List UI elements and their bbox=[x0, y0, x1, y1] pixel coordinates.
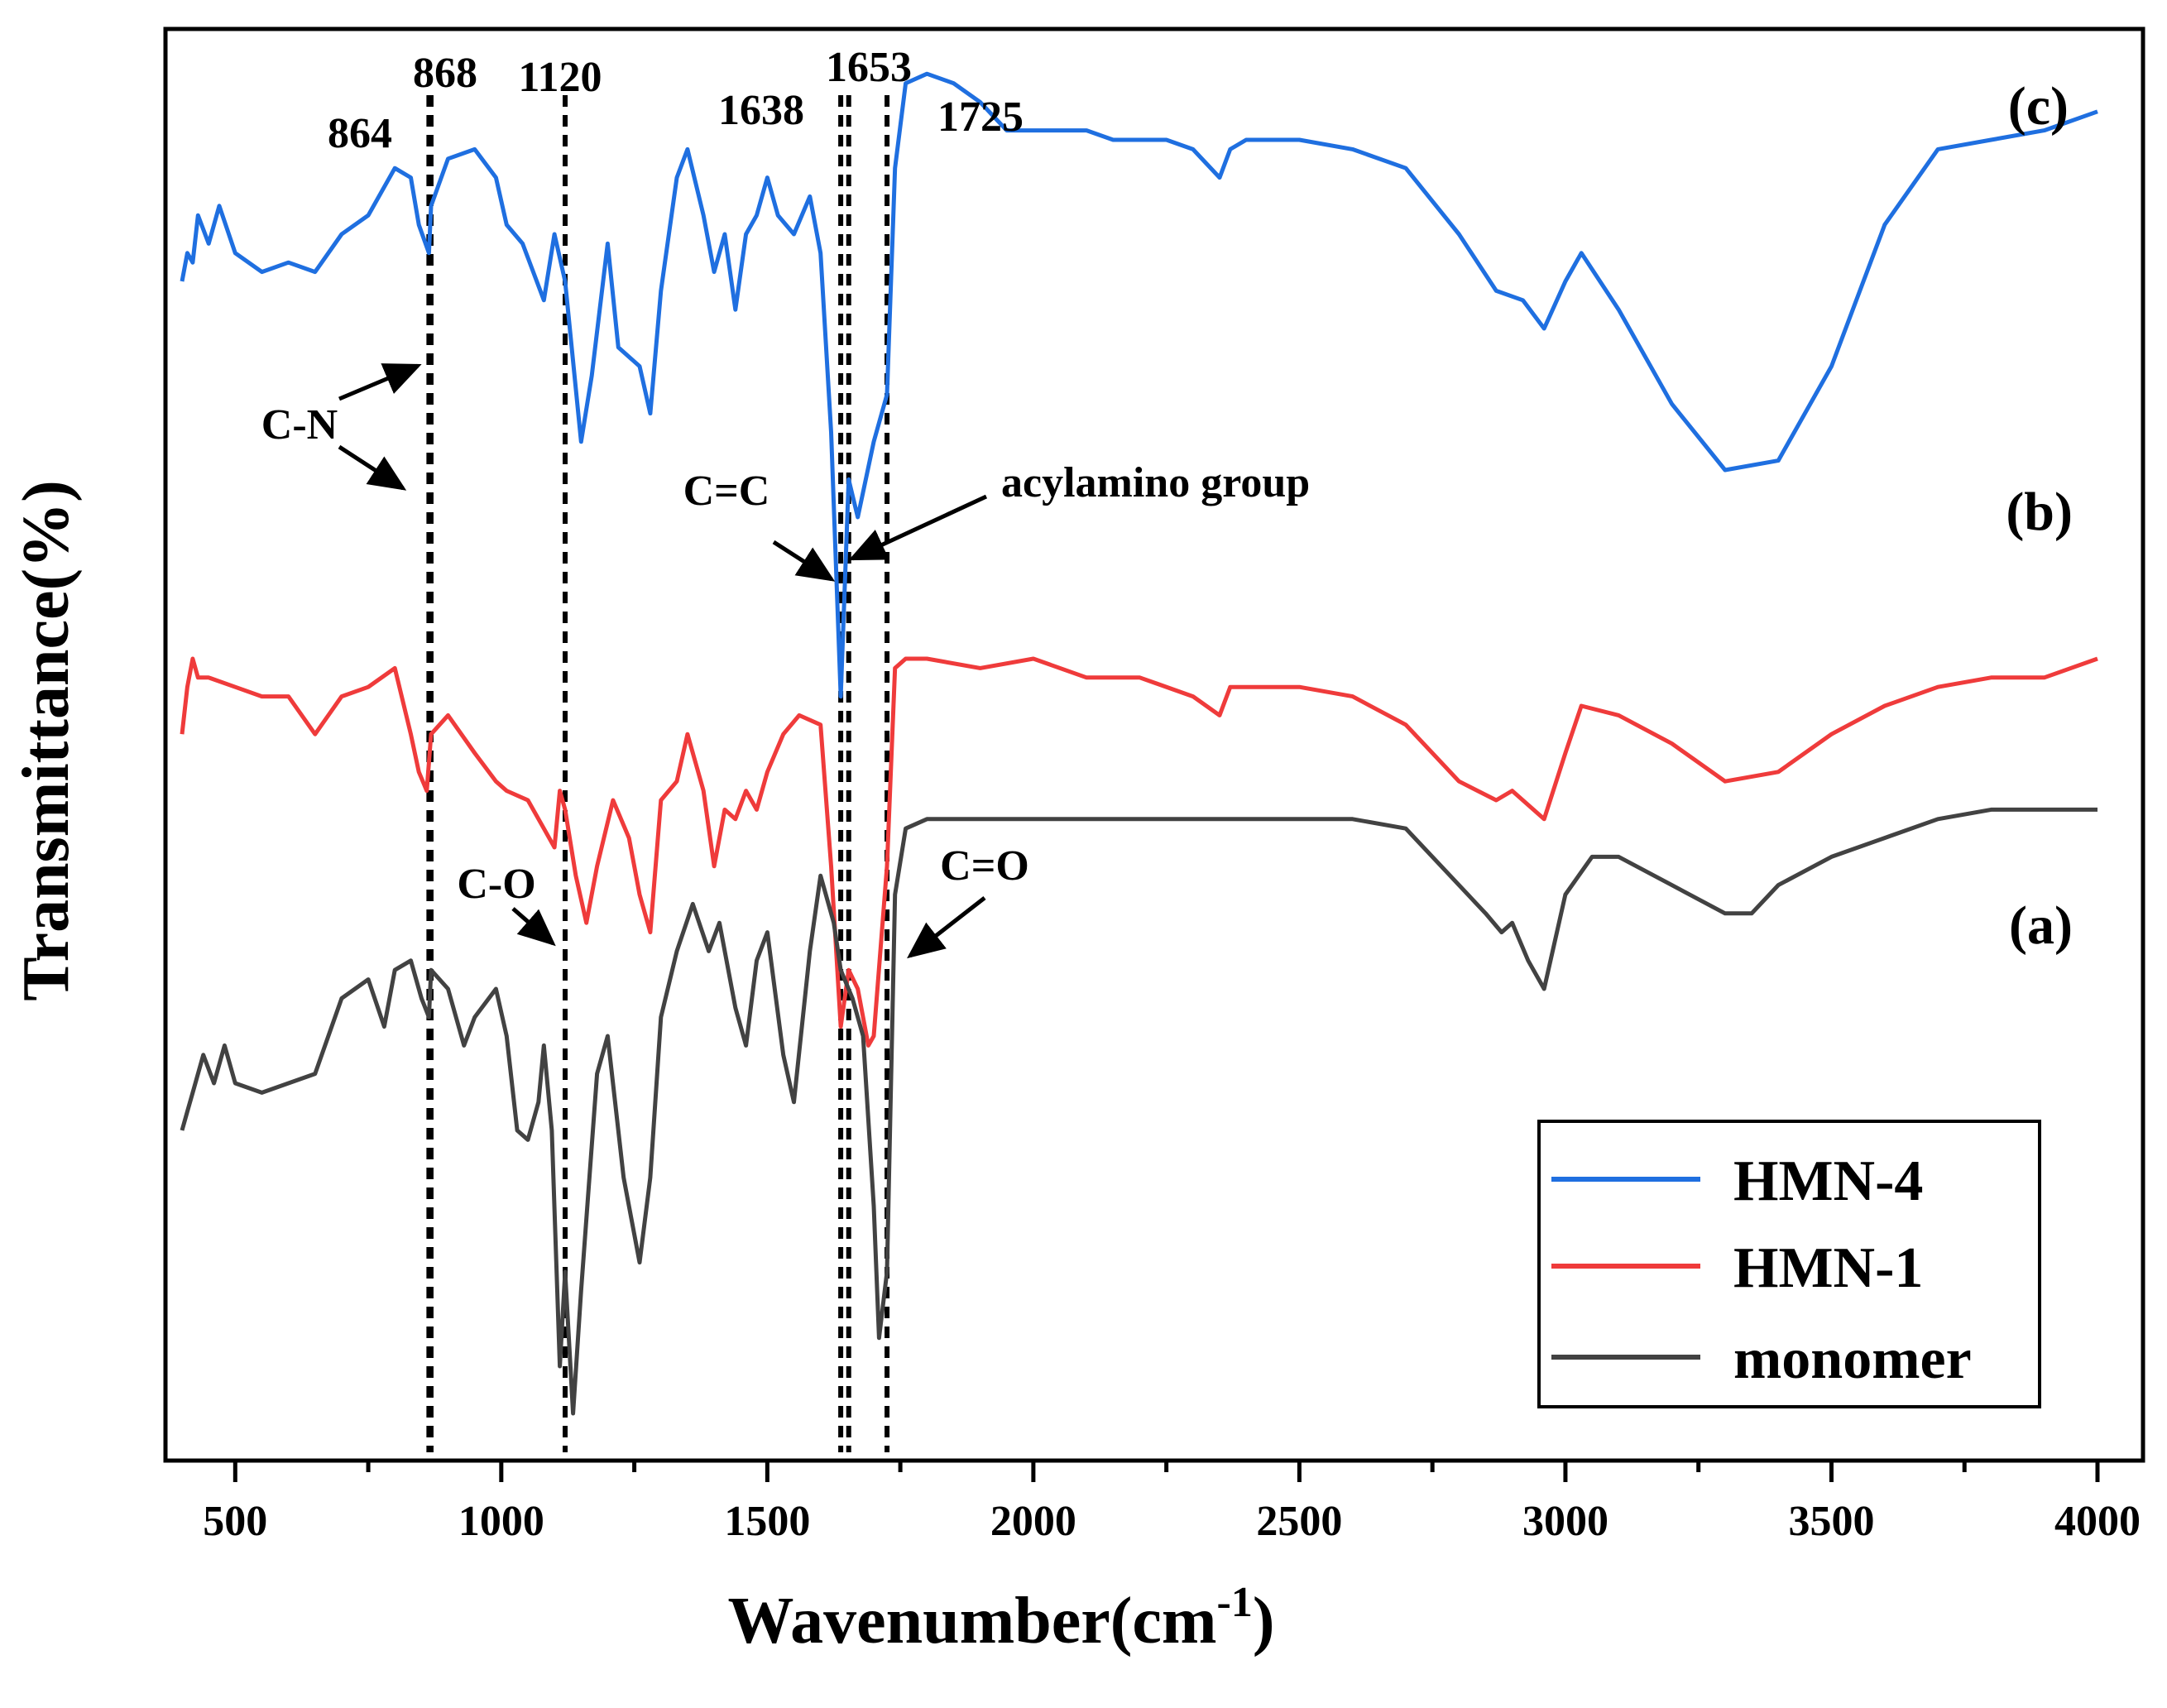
marker-label-1120: 1120 bbox=[518, 54, 602, 101]
x-tick-label-3000: 3000 bbox=[1522, 1498, 1608, 1545]
series-line-monomer bbox=[180, 807, 2097, 1416]
annotation-c-c: C=C bbox=[683, 468, 770, 515]
marker-label-1653: 1653 bbox=[826, 44, 912, 91]
y-axis-title: Transmittance(%) bbox=[10, 480, 83, 1001]
panel-label-a: (a) bbox=[2009, 895, 2073, 956]
x-tick-label-1000: 1000 bbox=[458, 1498, 544, 1545]
arrow-acylamino bbox=[848, 494, 988, 561]
panel-label-c: (c) bbox=[2008, 76, 2069, 137]
arrow-c-o bbox=[511, 907, 556, 947]
annotation-c-o: C-O bbox=[457, 861, 535, 908]
plot-frame bbox=[163, 26, 2145, 1463]
x-tick-label-2000: 2000 bbox=[990, 1498, 1076, 1545]
marker-label-1638: 1638 bbox=[718, 87, 804, 134]
series-line-hmn-4 bbox=[180, 71, 2098, 699]
x-tick-label-4000: 4000 bbox=[2054, 1498, 2141, 1545]
marker-label-1725: 1725 bbox=[937, 94, 1024, 141]
marker-label-868: 868 bbox=[413, 50, 477, 97]
x-tick-label-1500: 1500 bbox=[724, 1498, 810, 1545]
marker-label-864: 864 bbox=[328, 110, 392, 157]
x-axis-title-close: ) bbox=[1253, 1585, 1275, 1658]
panel-label-b: (b) bbox=[2006, 482, 2073, 542]
x-tick-label-2500: 2500 bbox=[1256, 1498, 1342, 1545]
series-lines bbox=[180, 71, 2098, 1416]
arrow-c-o-carbonyl bbox=[907, 896, 986, 959]
x-axis-title-main: Wavenumber(cm bbox=[728, 1585, 1217, 1658]
x-axis-title-superscript: -1 bbox=[1217, 1579, 1253, 1626]
x-tick-label-3500: 3500 bbox=[1788, 1498, 1874, 1545]
arrow-c-n-lower bbox=[338, 444, 407, 491]
legend-label-hmn-4: HMN-4 bbox=[1733, 1149, 1923, 1213]
x-axis-title: Wavenumber(cm-1) bbox=[728, 1579, 1275, 1658]
arrow-c-c bbox=[772, 540, 836, 582]
series-line-hmn-1 bbox=[180, 656, 2098, 1048]
annotation-c-n: C-N bbox=[261, 401, 338, 449]
x-ticks: 500 1000 1500 2000 2500 3000 3500 4000 bbox=[203, 1461, 2141, 1545]
x-tick-label-500: 500 bbox=[203, 1498, 267, 1545]
legend-label-hmn-1: HMN-1 bbox=[1733, 1236, 1923, 1300]
annotation-acylamino: acylamino group bbox=[1001, 459, 1310, 506]
arrow-c-n-upper bbox=[338, 363, 422, 401]
legend-label-monomer: monomer bbox=[1733, 1327, 1972, 1391]
marker-lines bbox=[426, 95, 890, 1452]
annotation-c-o-carbonyl: C=O bbox=[940, 842, 1029, 890]
legend: HMN-4 HMN-1 monomer bbox=[1537, 1120, 2041, 1408]
